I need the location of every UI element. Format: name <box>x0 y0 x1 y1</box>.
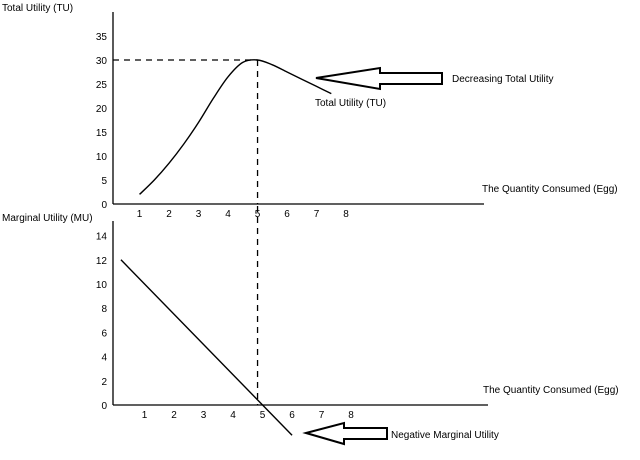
total-utility-chart: Total Utility (TU) The Quantity Consumed… <box>2 3 618 220</box>
mu-x-tick-label: 6 <box>289 410 295 421</box>
mu-y-tick-label: 8 <box>101 304 107 315</box>
mu-y-tick-label: 6 <box>101 328 107 339</box>
tu-x-tick-label: 4 <box>225 209 231 220</box>
mu-x-tick-label: 7 <box>319 410 325 421</box>
tu-x-tick-label: 2 <box>166 209 172 220</box>
tu-series-label: Total Utility (TU) <box>315 98 386 109</box>
tu-y-tick-label: 15 <box>96 128 108 139</box>
mu-y-tick-label: 14 <box>96 232 108 243</box>
decreasing-tu-label: Decreasing Total Utility <box>452 74 554 85</box>
mu-y-tick-label: 12 <box>96 256 108 267</box>
tu-y-tick-label: 30 <box>96 56 108 67</box>
mu-y-tick-label: 4 <box>101 353 107 364</box>
mu-x-tick-label: 2 <box>171 410 177 421</box>
tu-curve <box>139 59 332 195</box>
negative-mu-arrow <box>302 421 388 446</box>
tu-y-tick-label: 35 <box>96 32 108 43</box>
mu-x-tick-label: 5 <box>260 410 266 421</box>
mu-line <box>120 259 293 436</box>
tu-x-tick-label: 8 <box>343 209 349 220</box>
tu-y-tick-label: 10 <box>96 152 108 163</box>
tu-x-axis-label: The Quantity Consumed (Egg) <box>482 184 618 195</box>
mu-x-tick-label: 4 <box>230 410 236 421</box>
tu-x-tick-label: 7 <box>314 209 320 220</box>
tu-y-tick-label: 5 <box>101 176 107 187</box>
tu-x-tick-label: 5 <box>255 209 261 220</box>
tu-y-tick-label: 0 <box>101 200 107 211</box>
mu-y-axis-label: Marginal Utility (MU) <box>2 213 93 224</box>
mu-x-axis-label: The Quantity Consumed (Egg) <box>483 385 619 396</box>
tu-y-tick-label: 25 <box>96 80 108 91</box>
marginal-utility-chart: Marginal Utility (MU) The Quantity Consu… <box>2 206 619 446</box>
mu-x-tick-label: 1 <box>142 410 148 421</box>
mu-y-tick-label: 10 <box>96 280 108 291</box>
tu-x-tick-label: 6 <box>284 209 290 220</box>
mu-x-tick-label: 3 <box>201 410 207 421</box>
mu-y-tick-label: 2 <box>101 377 107 388</box>
mu-y-tick-label: 0 <box>101 401 107 412</box>
tu-y-axis-label: Total Utility (TU) <box>2 3 73 14</box>
negative-mu-label: Negative Marginal Utility <box>391 430 499 441</box>
tu-x-tick-label: 3 <box>196 209 202 220</box>
decreasing-tu-arrow <box>315 66 443 91</box>
mu-x-tick-label: 8 <box>348 410 354 421</box>
tu-x-tick-label: 1 <box>137 209 143 220</box>
tu-y-tick-label: 20 <box>96 104 108 115</box>
